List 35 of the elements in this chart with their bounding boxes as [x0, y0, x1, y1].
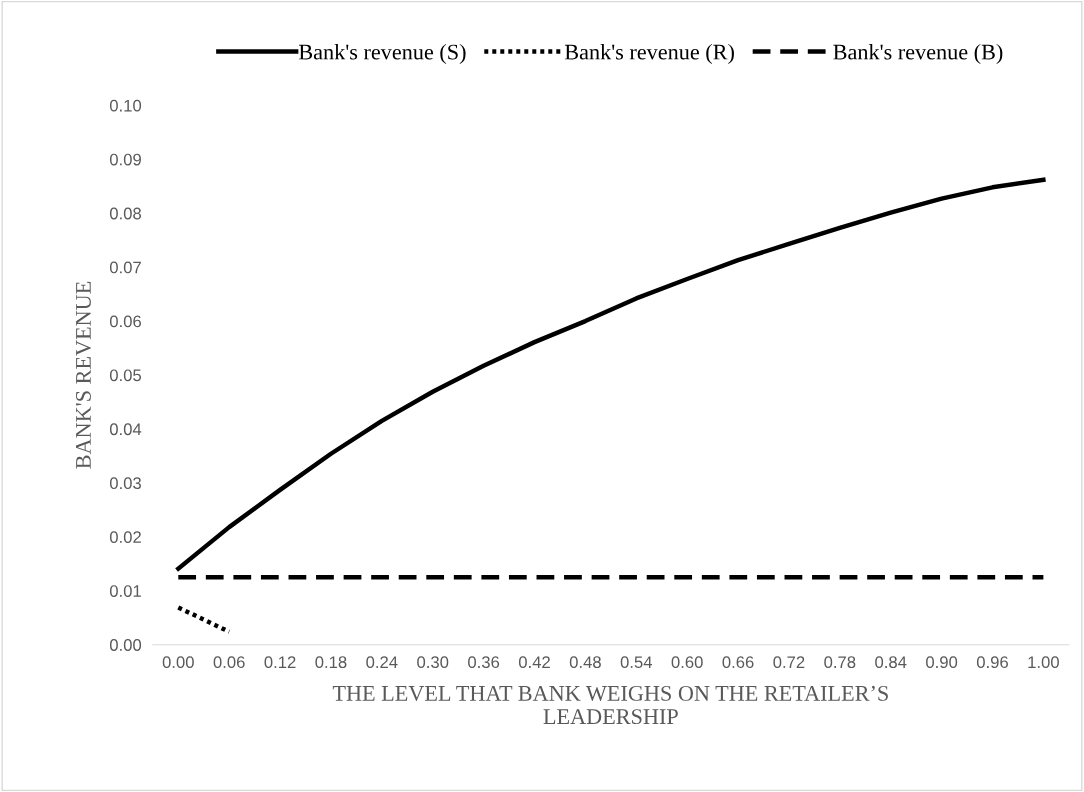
legend-label: Bank's revenue (B)	[833, 43, 1003, 65]
x-tick-label: 0.72	[773, 656, 805, 669]
legend-label: Bank's revenue (S)	[299, 43, 466, 65]
y-tick-label: 0.03	[109, 477, 141, 490]
x-tick-label: 0.84	[875, 656, 907, 669]
legend-label: Bank's revenue (R)	[564, 43, 734, 65]
y-tick-label: 0.01	[109, 585, 141, 597]
x-tick-label: 1.00	[1028, 656, 1059, 669]
x-tick-label: 0.06	[213, 656, 245, 669]
x-tick-label: 0.18	[315, 656, 347, 669]
x-tick-label: 0.48	[569, 656, 601, 669]
x-tick-label: 0.54	[620, 656, 653, 669]
x-tick-label: 0.66	[722, 656, 754, 669]
y-tick-label: 0.00	[109, 639, 142, 651]
x-tick-label: 0.96	[976, 656, 1008, 669]
y-axis-title: BANK'S REVENUE	[75, 281, 92, 469]
y-tick-label: 0.02	[109, 531, 141, 544]
y-tick-label: 0.06	[109, 315, 141, 328]
x-tick-label: 0.24	[366, 656, 398, 669]
line-series	[176, 177, 1046, 571]
x-tick-label: 0.60	[671, 656, 703, 669]
y-tick-label: 0.09	[109, 153, 141, 166]
x-tick-label: 0.42	[518, 656, 550, 669]
x-tick-label: 0.30	[417, 656, 449, 669]
y-tick-label: 0.07	[109, 261, 141, 274]
y-tick-label: 0.04	[109, 423, 142, 436]
y-tick-label: 0.08	[109, 207, 142, 220]
x-tick-label: 0.36	[468, 656, 500, 669]
x-axis-title: THE LEVEL THAT BANK WEIGHS ON THE RETAILER’S LEADERSHIP	[332, 685, 888, 725]
y-tick-label: 0.10	[109, 99, 142, 112]
x-tick-label: 0.90	[926, 656, 958, 669]
x-tick-label: 0.12	[264, 656, 296, 669]
x-tick-label: 0.78	[824, 656, 856, 669]
y-tick-label: 0.05	[109, 369, 142, 382]
x-tick-label: 0.00	[162, 656, 194, 669]
